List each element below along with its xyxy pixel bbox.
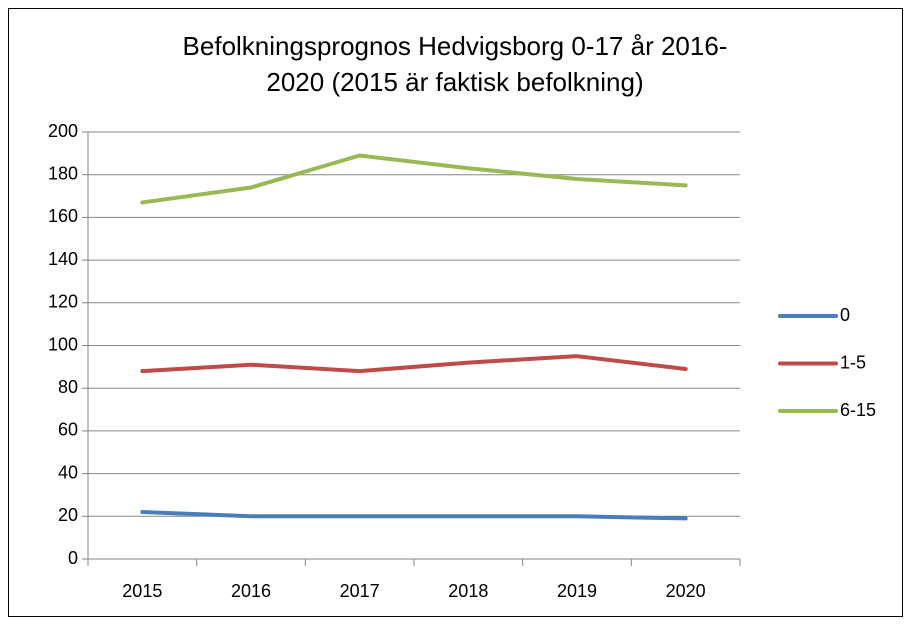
x-tick-label: 2016 (231, 581, 271, 601)
series-line (140, 354, 688, 374)
series-line (140, 510, 688, 521)
y-tick-label: 100 (48, 334, 78, 354)
x-tick-label: 2020 (666, 581, 706, 601)
x-tick-label: 2019 (557, 581, 597, 601)
chart-title: 2020 (2015 är faktisk befolkning) (266, 67, 643, 97)
legend-label: 1-5 (840, 352, 866, 372)
series-line (140, 153, 688, 205)
legend-label: 0 (840, 305, 850, 325)
y-tick-label: 160 (48, 206, 78, 226)
y-tick-label: 180 (48, 163, 78, 183)
y-tick-label: 60 (58, 420, 78, 440)
x-tick-label: 2017 (340, 581, 380, 601)
legend-label: 6-15 (840, 400, 876, 420)
chart-title: Befolkningsprognos Hedvigsborg 0-17 år 2… (183, 31, 728, 61)
y-tick-label: 20 (58, 505, 78, 525)
y-tick-label: 140 (48, 249, 78, 269)
chart-frame (8, 8, 903, 617)
y-tick-label: 80 (58, 377, 78, 397)
x-tick-label: 2015 (122, 581, 162, 601)
y-tick-label: 120 (48, 292, 78, 312)
y-tick-label: 40 (58, 462, 78, 482)
y-tick-label: 200 (48, 121, 78, 141)
x-tick-label: 2018 (448, 581, 488, 601)
y-tick-label: 0 (68, 548, 78, 568)
